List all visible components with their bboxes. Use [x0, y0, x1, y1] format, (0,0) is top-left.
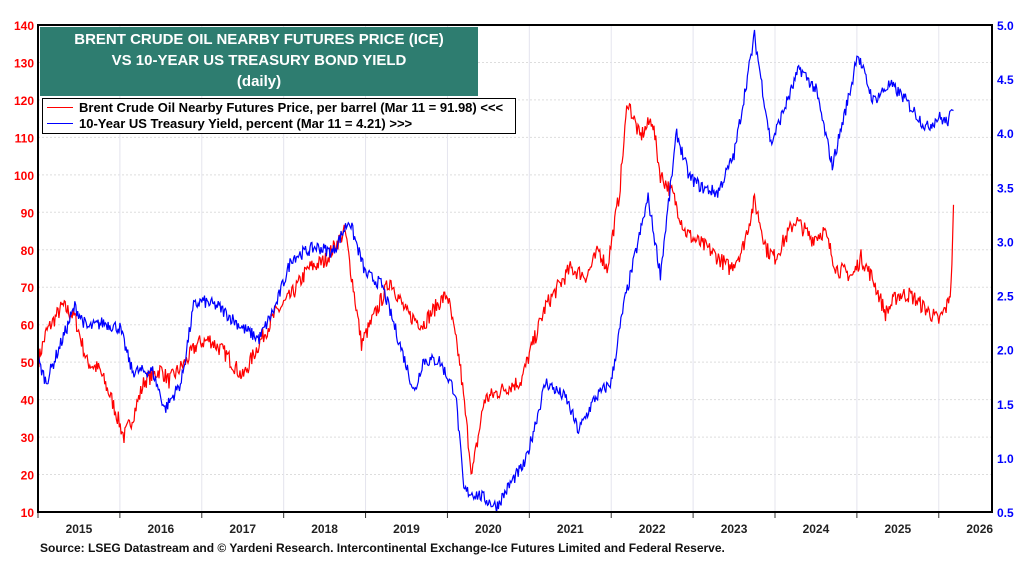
x-tick-label: 2024	[803, 522, 830, 536]
series-line-yield	[37, 29, 954, 513]
y-left-tick-label: 110	[15, 131, 35, 145]
series-line-oil	[37, 102, 955, 475]
legend-swatch-yield	[47, 122, 73, 124]
x-tick-label: 2021	[557, 522, 584, 536]
y-right-tick-label: 1.0	[997, 452, 1014, 466]
x-tick-label: 2015	[66, 522, 93, 536]
y-right-tick-label: 3.0	[997, 235, 1014, 249]
y-left-tick-label: 40	[21, 394, 35, 408]
y-right-tick-label: 2.5	[997, 290, 1014, 304]
y-left-tick-label: 70	[21, 281, 35, 295]
x-tick-label: 2026	[966, 522, 993, 536]
plot-frame	[37, 24, 993, 513]
y-left-tick-label: 30	[21, 431, 35, 445]
x-tick-label: 2016	[147, 522, 174, 536]
legend: Brent Crude Oil Nearby Futures Price, pe…	[42, 98, 516, 134]
title-line-2: VS 10-YEAR US TREASURY BOND YIELD	[111, 52, 407, 69]
legend-swatch-oil	[47, 106, 73, 108]
y-right-tick-label: 2.0	[997, 344, 1014, 358]
y-right-tick-label: 4.5	[997, 73, 1014, 87]
y-left-tick-label: 90	[21, 206, 35, 220]
x-tick-label: 2020	[475, 522, 502, 536]
x-tick-label: 2022	[639, 522, 666, 536]
x-tick-label: 2018	[311, 522, 338, 536]
chart-title: BRENT CRUDE OIL NEARBY FUTURES PRICE (IC…	[40, 27, 478, 96]
y-left-tick-label: 120	[14, 94, 34, 108]
x-tick-label: 2023	[721, 522, 748, 536]
y-left-tick-label: 80	[21, 244, 35, 258]
title-line-1: BRENT CRUDE OIL NEARBY FUTURES PRICE (IC…	[74, 31, 444, 48]
x-tick-label: 2019	[393, 522, 420, 536]
y-left-tick-label: 60	[21, 319, 35, 333]
y-left-tick-label: 10	[21, 506, 35, 520]
legend-label-yield: 10-Year US Treasury Yield, percent (Mar …	[79, 115, 413, 131]
x-tick-label: 2025	[884, 522, 911, 536]
y-left-tick-label: 130	[14, 56, 34, 70]
y-right-tick-label: 3.5	[997, 181, 1014, 195]
y-left-tick-label: 100	[14, 169, 34, 183]
source-note: Source: LSEG Datastream and © Yardeni Re…	[40, 541, 725, 555]
legend-item-yield: 10-Year US Treasury Yield, percent (Mar …	[47, 115, 515, 131]
y-left-tick-label: 140	[14, 19, 34, 33]
x-tick-label: 2017	[229, 522, 256, 536]
legend-item-oil: Brent Crude Oil Nearby Futures Price, pe…	[47, 99, 515, 115]
y-left-tick-label: 50	[21, 356, 35, 370]
title-line-3: (daily)	[236, 73, 282, 90]
y-right-tick-label: 4.0	[997, 127, 1014, 141]
y-right-tick-label: 0.5	[997, 506, 1014, 520]
y-right-tick-label: 1.5	[997, 398, 1014, 412]
y-right-tick-label: 5.0	[997, 19, 1014, 33]
legend-label-oil: Brent Crude Oil Nearby Futures Price, pe…	[79, 99, 504, 115]
y-left-tick-label: 20	[21, 469, 35, 483]
